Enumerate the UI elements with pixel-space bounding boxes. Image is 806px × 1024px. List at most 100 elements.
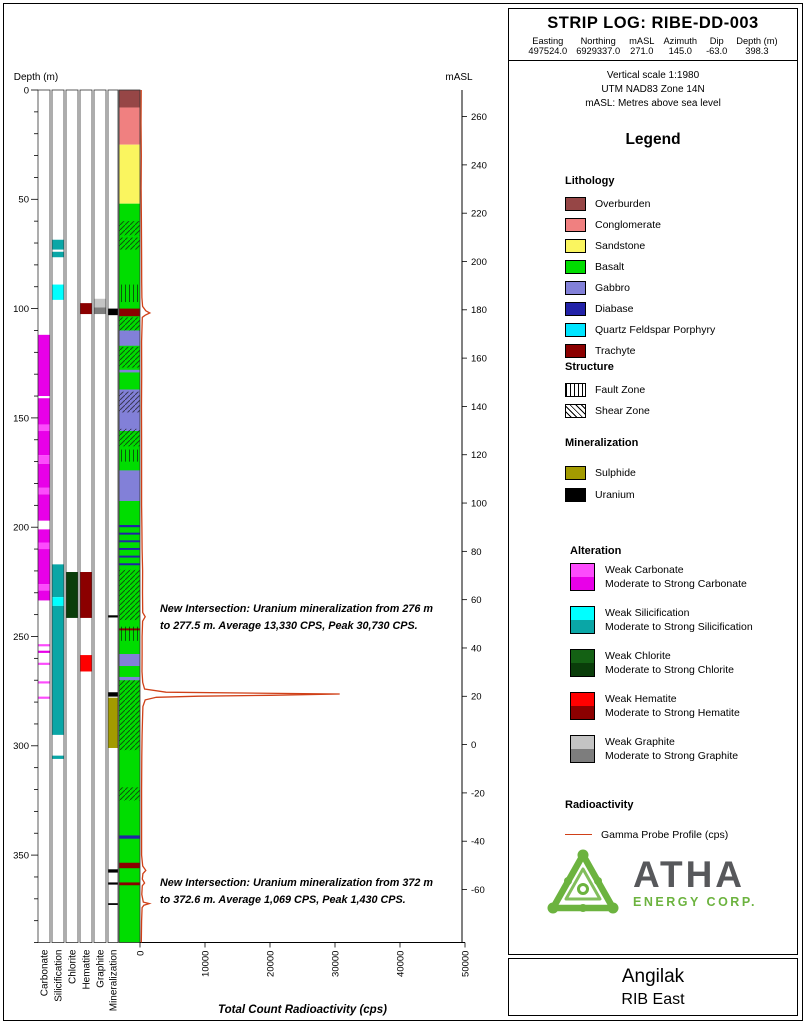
alteration-pairs: Weak Carbonate Moderate to Strong Carbona… bbox=[570, 563, 753, 763]
legend-label: Sandstone bbox=[595, 239, 646, 252]
svg-text:150: 150 bbox=[13, 413, 29, 424]
info-cell-easting: Easting 497524.0 bbox=[528, 36, 567, 56]
lithology-interval bbox=[119, 676, 140, 681]
lithology-interval bbox=[119, 90, 140, 108]
svg-text:-20: -20 bbox=[471, 788, 485, 799]
column-label-hematite: Hematite bbox=[82, 949, 93, 989]
svg-text:40000: 40000 bbox=[396, 951, 407, 977]
mineralization-interval bbox=[108, 308, 118, 316]
carbonate-interval bbox=[38, 455, 50, 464]
svg-text:200: 200 bbox=[471, 257, 487, 268]
svg-text:120: 120 bbox=[471, 450, 487, 461]
lithology-interval bbox=[119, 862, 140, 869]
svg-text:20000: 20000 bbox=[266, 951, 277, 977]
svg-text:30000: 30000 bbox=[331, 951, 342, 977]
strong-swatch bbox=[571, 620, 594, 633]
svg-text:200: 200 bbox=[13, 523, 29, 534]
legend-item-shear-zone: Shear Zone bbox=[565, 400, 650, 421]
fault-zone-overlay bbox=[119, 449, 140, 462]
legend-label: Fault Zone bbox=[595, 383, 646, 396]
lithology-interval bbox=[119, 107, 140, 145]
logo-wordmark-block: ATHA ENERGY CORP. bbox=[633, 856, 757, 909]
legend-radioactivity-section: Radioactivity Gamma Probe Profile (cps) bbox=[565, 799, 728, 845]
shear-zone-overlay bbox=[119, 680, 140, 751]
strong-swatch bbox=[571, 749, 594, 762]
strong-label: Moderate to Strong Hematite bbox=[605, 707, 740, 719]
alteration-section-title: Alteration bbox=[570, 545, 622, 557]
atha-logo-icon bbox=[547, 849, 619, 914]
svg-text:40: 40 bbox=[471, 643, 482, 654]
color-swatch bbox=[565, 259, 586, 274]
svg-text:100: 100 bbox=[13, 304, 29, 315]
svg-text:220: 220 bbox=[471, 209, 487, 220]
logo-subtitle: ENERGY CORP. bbox=[633, 894, 758, 909]
info-value: 6929337.0 bbox=[576, 46, 621, 56]
legend-label: Overburden bbox=[595, 197, 651, 210]
column-label-graphite: Graphite bbox=[96, 949, 107, 988]
mineralization-items: Sulphide Uranium bbox=[565, 462, 638, 506]
legend-label: Gabbro bbox=[595, 281, 631, 294]
mineralization-interval bbox=[108, 697, 118, 748]
svg-text:180: 180 bbox=[471, 305, 487, 316]
mineralization-interval bbox=[108, 692, 118, 697]
pair-labels: Weak Silicification Moderate to Strong Si… bbox=[605, 606, 753, 634]
legend-item-diabase: Diabase bbox=[565, 298, 715, 319]
alteration-pair-weak-chlorite: Weak Chlorite Moderate to Strong Chlorite bbox=[570, 649, 753, 677]
silicification-interval bbox=[52, 755, 64, 759]
info-header: mASL bbox=[629, 36, 655, 46]
pair-labels: Weak Carbonate Moderate to Strong Carbona… bbox=[605, 563, 747, 591]
legend-label: Trachyte bbox=[595, 344, 636, 357]
lithology-interval bbox=[119, 547, 140, 550]
silicification-interval bbox=[52, 597, 64, 606]
shear-zone-overlay bbox=[119, 317, 140, 331]
svg-text:60: 60 bbox=[471, 595, 482, 606]
silicification-interval bbox=[52, 564, 64, 598]
legend-mineralization-section: Mineralization Sulphide Uranium bbox=[565, 437, 638, 506]
lithology-interval bbox=[119, 835, 140, 839]
svg-text:50000: 50000 bbox=[461, 951, 472, 977]
color-swatch bbox=[565, 301, 586, 316]
info-value: 497524.0 bbox=[528, 46, 568, 56]
intersection-annotation: to 372.6 m. Average 1,069 CPS, Peak 1,43… bbox=[160, 894, 406, 906]
strong-label: Moderate to Strong Silicification bbox=[605, 621, 753, 633]
pair-swatch bbox=[570, 606, 595, 634]
svg-text:10000: 10000 bbox=[201, 951, 212, 977]
carbonate-interval bbox=[38, 463, 50, 488]
pair-labels: Weak Chlorite Moderate to Strong Chlorite bbox=[605, 649, 734, 677]
svg-text:0: 0 bbox=[24, 85, 29, 96]
carbonate-interval bbox=[38, 584, 50, 591]
column-label-carbonate: Carbonate bbox=[40, 949, 51, 996]
shear-zone-overlay bbox=[119, 569, 140, 621]
page-title: STRIP LOG: RIBE-DD-003 bbox=[547, 14, 759, 32]
strong-label: Moderate to Strong Graphite bbox=[605, 750, 739, 762]
scale-notes: Vertical scale 1:1980 UTM NAD83 Zone 14N m… bbox=[509, 69, 797, 112]
legend-lithology-section: Lithology Overburden Conglomerate Sandston… bbox=[565, 175, 715, 361]
lithology-interval bbox=[119, 470, 140, 501]
color-swatch bbox=[565, 343, 586, 358]
mineralization-section-title: Mineralization bbox=[565, 437, 639, 449]
info-value: 271.0 bbox=[630, 46, 654, 56]
weak-label: Weak Graphite bbox=[605, 736, 675, 748]
mineralization-interval bbox=[108, 903, 118, 905]
lithology-interval bbox=[119, 563, 140, 566]
project-name: Angilak bbox=[621, 965, 685, 987]
gamma-legend-label: Gamma Probe Profile (cps) bbox=[601, 828, 729, 841]
shear-zone-overlay bbox=[119, 391, 140, 413]
shear-zone-overlay bbox=[119, 787, 140, 801]
alteration-pair-weak-silicification: Weak Silicification Moderate to Strong Si… bbox=[570, 606, 753, 634]
carbonate-interval bbox=[38, 644, 50, 647]
graphite-interval bbox=[94, 307, 106, 315]
weak-swatch bbox=[571, 650, 594, 663]
legend-item-sandstone: Sandstone bbox=[565, 235, 715, 256]
depth-axis-title: Depth (m) bbox=[14, 72, 58, 83]
svg-text:50: 50 bbox=[18, 195, 29, 206]
alteration-pair-weak-carbonate: Weak Carbonate Moderate to Strong Carbona… bbox=[570, 563, 753, 591]
lithology-interval bbox=[119, 144, 140, 204]
project-area: RIB East bbox=[621, 990, 685, 1008]
hematite-interval bbox=[80, 572, 92, 618]
svg-text:100: 100 bbox=[471, 498, 487, 509]
color-swatch bbox=[565, 196, 586, 211]
carbonate-interval bbox=[38, 681, 50, 684]
